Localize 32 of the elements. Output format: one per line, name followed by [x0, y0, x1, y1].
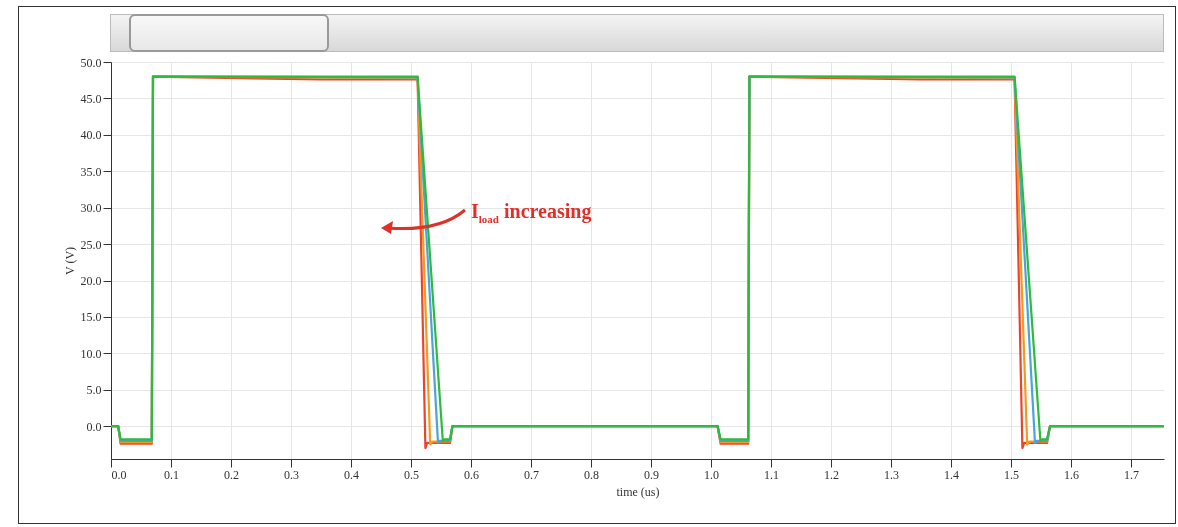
- x-tick-label: 1.6: [1064, 467, 1079, 482]
- y-tick-label: 10.0: [80, 346, 102, 361]
- y-axis-title: V (V): [62, 246, 77, 276]
- x-tick-label: 1.4: [944, 467, 959, 482]
- y-tick-label: 15.0: [80, 310, 102, 325]
- y-tick-label: 25.0: [80, 237, 102, 252]
- x-tick-label: 0.7: [524, 467, 539, 482]
- y-tick-label: 20.0: [80, 274, 102, 289]
- x-tick-label: 1.0: [704, 467, 719, 482]
- x-tick-label: 0.9: [644, 467, 659, 482]
- x-tick-label: 0.2: [224, 467, 239, 482]
- x-tick-label: 0.8: [584, 467, 599, 482]
- y-tick-label: 35.0: [80, 164, 102, 179]
- x-tick-label: 0.5: [404, 467, 419, 482]
- y-tick-label: 45.0: [80, 91, 102, 106]
- x-tick-label: 1.7: [1124, 467, 1139, 482]
- x-tick-label: 0.4: [344, 467, 359, 482]
- y-tick-label: 50.0: [80, 55, 102, 70]
- x-tick-label: 1.1: [764, 467, 779, 482]
- x-tick-label: 0.6: [464, 467, 479, 482]
- x-tick-label: 1.2: [824, 467, 839, 482]
- x-tick-label: 0.1: [164, 467, 179, 482]
- x-axis-title: time (us): [616, 484, 660, 499]
- x-tick-label: 0.0: [111, 467, 127, 482]
- y-tick-label: 0.0: [86, 419, 102, 434]
- annotation: I$_{load}$ increasing: [471, 200, 592, 225]
- x-tick-label: 1.3: [884, 467, 899, 482]
- y-tick-label: 5.0: [86, 383, 102, 398]
- x-tick-label: 1.5: [1004, 467, 1019, 482]
- x-tick-label: 0.3: [284, 467, 299, 482]
- y-tick-label: 30.0: [80, 201, 102, 216]
- y-tick-label: 40.0: [80, 128, 102, 143]
